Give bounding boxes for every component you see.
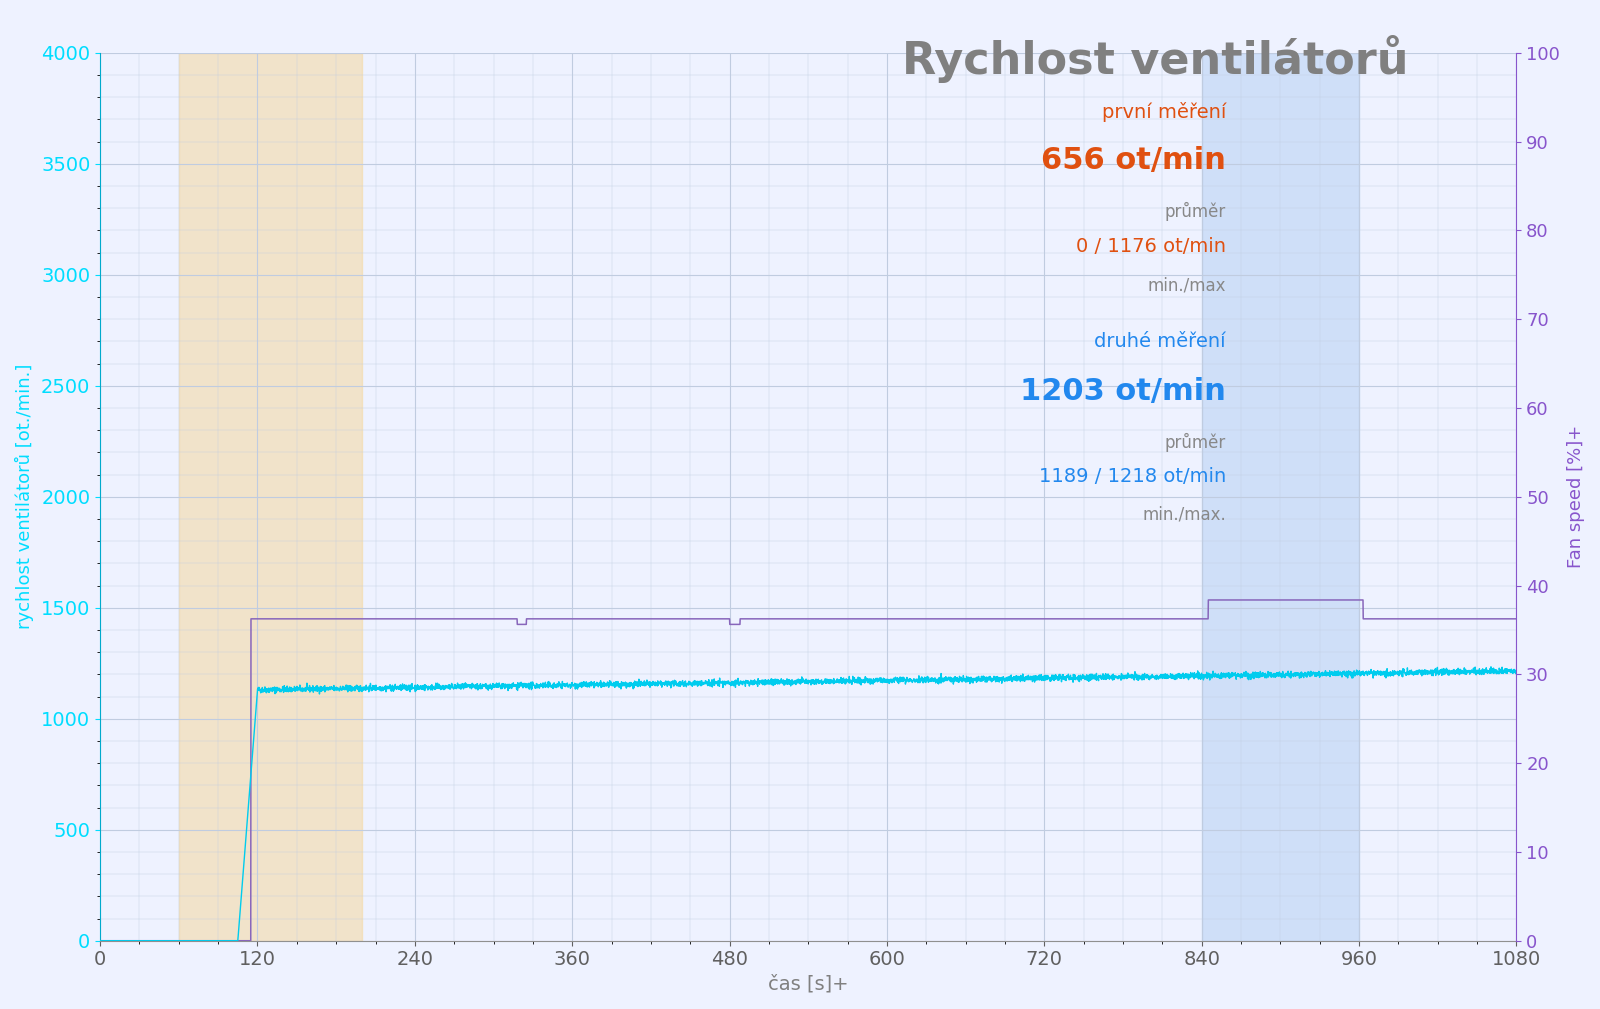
Text: průměr: průměr	[1165, 202, 1226, 221]
X-axis label: čas [s]+: čas [s]+	[768, 975, 848, 994]
Text: průměr: průměr	[1165, 433, 1226, 452]
Text: Rychlost ventilátorů: Rychlost ventilátorů	[901, 35, 1408, 84]
Y-axis label: rychlost ventilátorů [ot./min.]: rychlost ventilátorů [ot./min.]	[14, 364, 34, 630]
Text: 656 ot/min: 656 ot/min	[1042, 146, 1226, 175]
Text: 1189 / 1218 ot/min: 1189 / 1218 ot/min	[1038, 467, 1226, 486]
Text: min./max.: min./max.	[1142, 506, 1226, 524]
Text: 0 / 1176 ot/min: 0 / 1176 ot/min	[1077, 236, 1226, 255]
Text: min./max: min./max	[1147, 276, 1226, 295]
Text: druhé měření: druhé měření	[1094, 333, 1226, 351]
Text: 1203 ot/min: 1203 ot/min	[1021, 377, 1226, 406]
Y-axis label: Fan speed [%]+: Fan speed [%]+	[1566, 425, 1586, 568]
Bar	[1202, 52, 1358, 940]
Text: první měření: první měření	[1102, 102, 1226, 122]
Bar	[179, 52, 363, 940]
